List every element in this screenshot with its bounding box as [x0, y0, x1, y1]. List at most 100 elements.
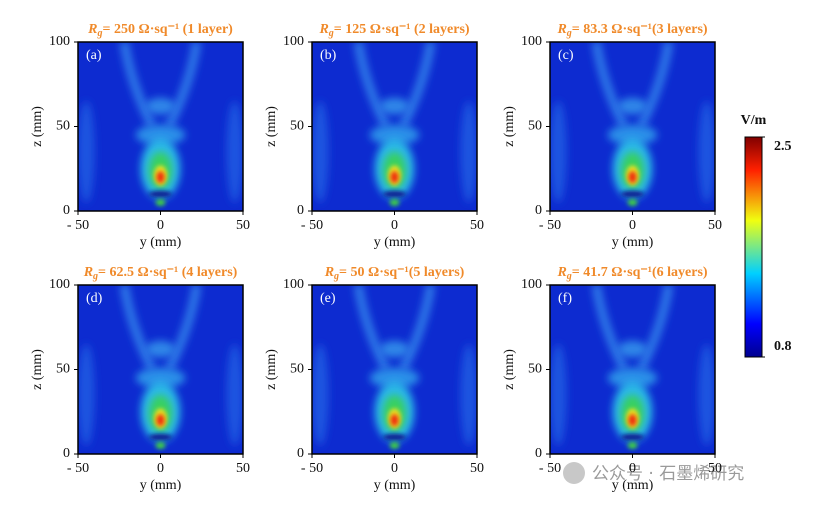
field-feature [620, 190, 645, 198]
title-subscript: g [97, 28, 103, 39]
field-feature [460, 101, 477, 203]
field-feature [698, 344, 715, 446]
field-feature [78, 344, 95, 446]
title-symbol: R [83, 265, 93, 280]
title-subscript: g [328, 28, 334, 39]
y-axis-label: z (mm) [30, 349, 45, 390]
panel-label: (c) [558, 48, 574, 63]
field-arm [119, 42, 157, 129]
title-text: = 50 Ω·sq⁻¹(5 layers) [339, 265, 465, 280]
x-axis-label: y (mm) [374, 235, 416, 250]
field-feature [550, 344, 567, 446]
x-tick-label: 0 [391, 218, 398, 233]
y-tick-label: 50 [290, 119, 304, 134]
x-tick-label: 50 [470, 218, 484, 233]
field-feature [226, 101, 243, 203]
field-feature [135, 367, 186, 389]
y-tick-label: 0 [535, 446, 542, 461]
y-tick-label: 100 [283, 34, 304, 49]
y-tick-label: 100 [49, 277, 70, 292]
field-feature [156, 171, 165, 184]
x-axis-label: y (mm) [612, 235, 654, 250]
field-feature [389, 199, 400, 206]
x-tick-label: - 50 [67, 461, 89, 476]
x-tick-label: - 50 [301, 218, 323, 233]
field-feature [145, 97, 176, 115]
y-axis-label: z (mm) [502, 349, 517, 390]
y-tick-label: 0 [297, 446, 304, 461]
y-tick-label: 0 [535, 203, 542, 218]
panel-title: Rg= 41.7 Ω·sq⁻¹(6 layers) [556, 265, 707, 282]
field-arm [591, 42, 629, 129]
panel-title: Rg= 125 Ω·sq⁻¹ (2 layers) [318, 22, 469, 39]
field-feature [312, 101, 329, 203]
heatmap [311, 284, 478, 455]
title-text: = 125 Ω·sq⁻¹ (2 layers) [334, 22, 470, 37]
x-tick-label: - 50 [301, 461, 323, 476]
y-tick-label: 50 [56, 119, 70, 134]
field-feature [627, 199, 638, 206]
field-feature [379, 97, 410, 115]
x-tick-label: 0 [629, 218, 636, 233]
x-tick-label: 50 [708, 218, 722, 233]
field-arm [636, 285, 674, 372]
x-tick-label: 0 [629, 461, 636, 476]
title-subscript: g [566, 28, 572, 39]
title-symbol: R [324, 265, 334, 280]
field-feature [382, 433, 407, 441]
x-tick-label: 0 [157, 461, 164, 476]
heatmap [549, 284, 716, 455]
field-feature [148, 190, 173, 198]
x-tick-label: 50 [236, 461, 250, 476]
colorbar [744, 136, 763, 358]
field-feature [628, 171, 637, 184]
title-text: = 250 Ω·sq⁻¹ (1 layer) [103, 22, 234, 37]
x-tick-label: 0 [157, 218, 164, 233]
field-feature [379, 340, 410, 358]
y-tick-label: 50 [528, 362, 542, 377]
colorbar-tick-label: 0.8 [774, 339, 792, 354]
field-feature [369, 367, 420, 389]
field-feature [148, 433, 173, 441]
x-tick-label: - 50 [67, 218, 89, 233]
field-arm [353, 42, 391, 129]
field-feature [628, 414, 637, 427]
x-axis-label: y (mm) [140, 235, 182, 250]
y-tick-label: 100 [521, 277, 542, 292]
y-axis-label: z (mm) [264, 106, 279, 147]
x-tick-label: 50 [708, 461, 722, 476]
field-feature [390, 414, 399, 427]
y-tick-label: 100 [283, 277, 304, 292]
y-tick-label: 50 [528, 119, 542, 134]
field-feature [617, 97, 648, 115]
y-axis-label: z (mm) [30, 106, 45, 147]
title-symbol: R [318, 22, 328, 37]
field-feature [460, 344, 477, 446]
y-axis-label: z (mm) [264, 349, 279, 390]
heatmap [549, 41, 716, 212]
field-feature [382, 190, 407, 198]
x-tick-label: - 50 [539, 461, 561, 476]
field-feature [550, 101, 567, 203]
field-feature [607, 367, 658, 389]
panel-title: Rg= 50 Ω·sq⁻¹(5 layers) [324, 265, 465, 282]
panel-label: (d) [86, 291, 103, 306]
field-feature [135, 124, 186, 146]
field-pattern [312, 285, 477, 449]
field-feature [226, 344, 243, 446]
y-tick-label: 0 [297, 203, 304, 218]
field-arm [398, 285, 436, 372]
field-feature [156, 414, 165, 427]
field-feature [607, 124, 658, 146]
panel-label: (f) [558, 291, 572, 306]
panel-title: Rg= 83.3 Ω·sq⁻¹(3 layers) [556, 22, 707, 39]
field-pattern [78, 285, 243, 449]
field-feature [389, 442, 400, 449]
y-axis-label: z (mm) [502, 106, 517, 147]
panel-label: (e) [320, 291, 336, 306]
field-arm [591, 285, 629, 372]
field-feature [312, 344, 329, 446]
field-feature [627, 442, 638, 449]
heatmap [77, 41, 244, 212]
x-tick-label: 50 [236, 218, 250, 233]
